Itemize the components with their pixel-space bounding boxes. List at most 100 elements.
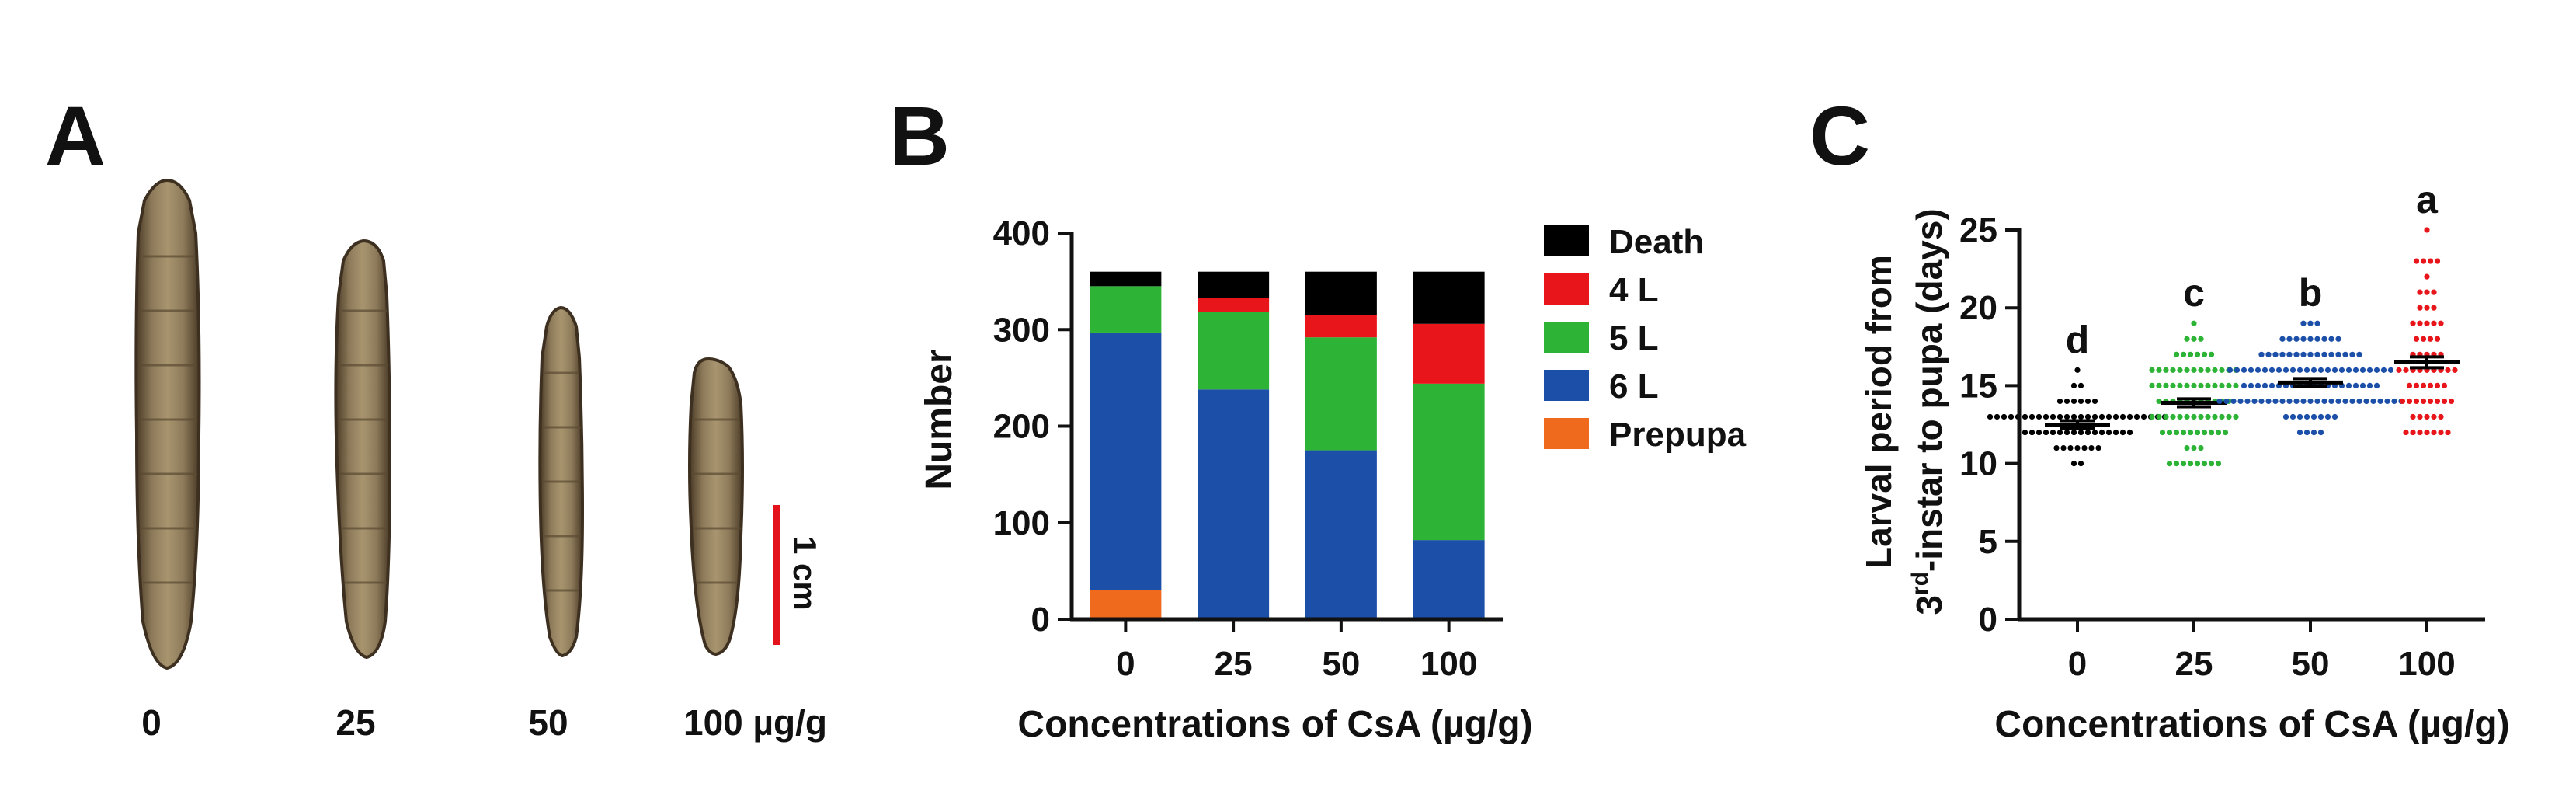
data-point-100 [2413, 398, 2420, 405]
data-point-100 [2438, 320, 2444, 326]
data-point-100 [2441, 398, 2448, 405]
data-point-25 [2187, 429, 2194, 436]
data-point-25 [2208, 351, 2215, 357]
data-point-50 [2317, 367, 2324, 373]
data-point-0 [2049, 413, 2056, 420]
data-point-50 [2241, 367, 2247, 373]
data-point-50 [2321, 336, 2327, 342]
data-point-50 [2345, 382, 2352, 388]
y-tick-label-15: 15 [1959, 367, 1997, 405]
data-point-25 [2226, 413, 2232, 420]
data-point-25 [2184, 382, 2190, 388]
data-point-50 [2254, 382, 2261, 388]
data-point-50 [2216, 398, 2223, 405]
data-point-0 [2063, 398, 2070, 405]
data-point-100 [2445, 429, 2451, 436]
data-point-25 [2187, 351, 2194, 357]
data-point-0 [2022, 429, 2028, 436]
data-point-25 [2233, 413, 2239, 420]
data-point-50 [2282, 413, 2289, 420]
data-point-100 [2417, 320, 2423, 326]
data-point-50 [2237, 398, 2244, 405]
legend-label-5l: 5 L [1609, 319, 1659, 357]
panel-c-letter: C [1809, 89, 1870, 183]
data-point-25 [2191, 444, 2197, 451]
data-point-0 [2077, 382, 2084, 388]
data-point-25 [2149, 367, 2155, 373]
x-tick-label-100: 100 [2398, 645, 2455, 683]
data-point-50 [2293, 336, 2300, 342]
data-point-100 [2417, 429, 2423, 436]
data-point-0 [2063, 429, 2070, 436]
panel-b-ylabel: Number [919, 349, 960, 489]
data-point-50 [2328, 351, 2334, 357]
data-point-100 [2438, 429, 2444, 436]
data-point-100 [2424, 413, 2430, 420]
data-point-50 [2363, 398, 2369, 405]
data-point-50 [2352, 382, 2359, 388]
data-point-25 [2184, 367, 2190, 373]
data-point-100 [2427, 258, 2434, 264]
legend-label-4l: 4 L [1609, 271, 1659, 309]
data-point-25 [2219, 367, 2225, 373]
panel-b-legend: Death 4 L 5 L 6 L Prepupa [1544, 223, 1747, 454]
panel-c-ylabel-line1: Larval period from [1858, 255, 1899, 569]
data-point-25 [2201, 429, 2208, 436]
data-point-100 [2424, 227, 2430, 233]
data-point-25 [2194, 351, 2201, 357]
data-point-25 [2208, 429, 2215, 436]
x-tick-label-50: 50 [1322, 645, 1360, 683]
data-point-25 [2212, 413, 2218, 420]
y-tick-label-400: 400 [993, 214, 1050, 252]
data-point-50 [2317, 429, 2324, 436]
data-point-100 [2410, 429, 2416, 436]
data-point-50 [2279, 336, 2286, 342]
data-point-50 [2268, 367, 2275, 373]
data-point-0 [2084, 429, 2091, 436]
data-point-50 [2314, 398, 2320, 405]
data-point-100 [2420, 336, 2427, 342]
data-point-50 [2366, 382, 2373, 388]
bar-4l-25 [1198, 298, 1270, 312]
data-point-50 [2268, 382, 2275, 388]
data-point-100 [2413, 382, 2420, 388]
data-point-100 [2424, 429, 2430, 436]
data-point-50 [2314, 351, 2320, 357]
data-point-50 [2286, 351, 2293, 357]
data-point-50 [2272, 398, 2279, 405]
larva-25 [334, 239, 392, 660]
data-point-50 [2307, 320, 2314, 326]
x-tick-label-25: 25 [1215, 645, 1253, 683]
bar-death-25 [1198, 271, 1270, 298]
data-point-0 [2081, 444, 2088, 451]
data-point-50 [2300, 336, 2307, 342]
data-point-0 [2098, 429, 2105, 436]
larva-0 [134, 178, 201, 670]
data-point-0 [2070, 382, 2077, 388]
data-point-100 [2413, 258, 2420, 264]
data-point-50 [2303, 367, 2310, 373]
data-point-50 [2234, 367, 2241, 373]
legend-swatch-prepupa [1544, 418, 1589, 449]
y-tick-label-200: 200 [993, 408, 1050, 446]
data-point-100 [2424, 305, 2430, 311]
data-point-25 [2191, 367, 2197, 373]
data-point-0 [2063, 413, 2070, 420]
data-point-100 [2434, 336, 2441, 342]
data-point-100 [2427, 382, 2434, 388]
data-point-25 [2184, 413, 2190, 420]
data-point-50 [2335, 336, 2341, 342]
scale-bar-label: 1 cm [787, 536, 823, 611]
data-point-25 [2205, 367, 2211, 373]
data-point-100 [2417, 413, 2423, 420]
data-point-0 [1987, 413, 1994, 420]
data-point-50 [2317, 413, 2324, 420]
larva-label-50: 50 [528, 702, 568, 743]
data-point-50 [2380, 367, 2387, 373]
bar-4l-50 [1305, 315, 1377, 338]
data-point-0 [2077, 429, 2084, 436]
significance-letter-25: c [2183, 271, 2205, 315]
data-point-0 [2091, 398, 2098, 405]
data-point-50 [2349, 398, 2355, 405]
data-point-100 [2420, 258, 2427, 264]
